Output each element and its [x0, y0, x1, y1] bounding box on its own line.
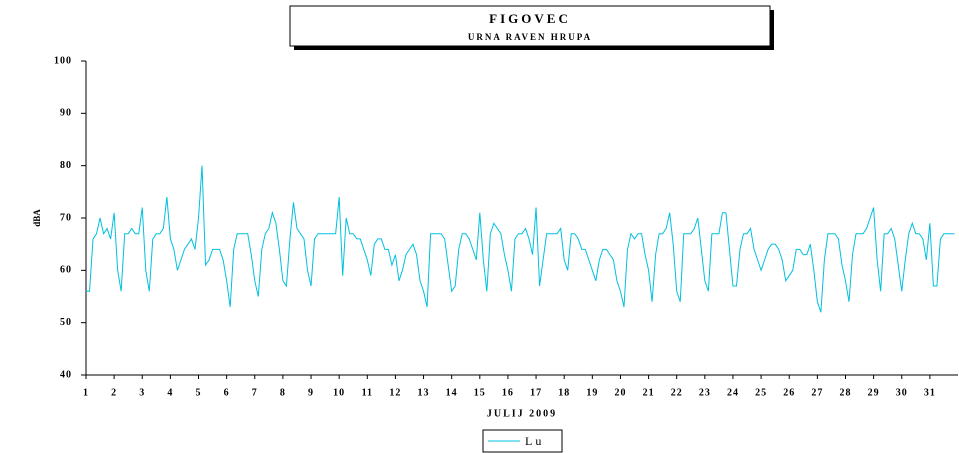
x-tick-label: 9: [308, 387, 314, 398]
x-tick-label: 4: [167, 387, 173, 398]
x-tick-label: 5: [196, 387, 202, 398]
x-tick-label: 16: [502, 387, 514, 398]
y-tick-label: 90: [60, 108, 72, 119]
chart-title: FIGOVEC: [489, 11, 571, 26]
x-tick-label: 12: [389, 387, 401, 398]
x-tick-label: 15: [474, 387, 486, 398]
x-tick-label: 25: [755, 387, 767, 398]
x-tick-label: 29: [868, 387, 880, 398]
y-tick-label: 100: [54, 55, 72, 66]
y-tick-label: 60: [60, 265, 72, 276]
x-tick-label: 17: [530, 387, 542, 398]
x-tick-label: 30: [896, 387, 908, 398]
x-tick-label: 28: [839, 387, 851, 398]
y-tick-label: 80: [60, 160, 72, 171]
x-tick-label: 2: [111, 387, 117, 398]
x-tick-label: 21: [643, 387, 655, 398]
chart-subtitle: URNA RAVEN HRUPA: [468, 32, 592, 42]
title-box: [289, 5, 771, 47]
x-tick-label: 14: [446, 387, 458, 398]
y-axis-label: dBA: [32, 209, 42, 227]
x-tick-label: 22: [671, 387, 683, 398]
x-tick-label: 6: [224, 387, 230, 398]
x-tick-label: 18: [558, 387, 570, 398]
x-axis-label: JULIJ 2009: [487, 408, 557, 419]
x-tick-label: 31: [924, 387, 936, 398]
x-tick-label: 27: [811, 387, 823, 398]
x-tick-label: 3: [139, 387, 145, 398]
x-tick-label: 8: [280, 387, 286, 398]
y-tick-label: 70: [60, 212, 72, 223]
x-tick-label: 24: [727, 387, 739, 398]
legend: [482, 429, 563, 453]
x-tick-label: 7: [252, 387, 258, 398]
x-tick-label: 23: [699, 387, 711, 398]
x-tick-label: 20: [614, 387, 626, 398]
y-tick-label: 40: [60, 369, 72, 380]
x-tick-label: 13: [418, 387, 430, 398]
data-line: [86, 165, 955, 313]
x-tick-label: 1: [83, 387, 89, 398]
x-tick-label: 19: [586, 387, 598, 398]
x-tick-label: 11: [362, 387, 373, 398]
x-tick-label: 10: [333, 387, 345, 398]
legend-label: Lu: [525, 434, 544, 448]
x-tick-label: 26: [783, 387, 795, 398]
y-tick-label: 50: [60, 317, 72, 328]
